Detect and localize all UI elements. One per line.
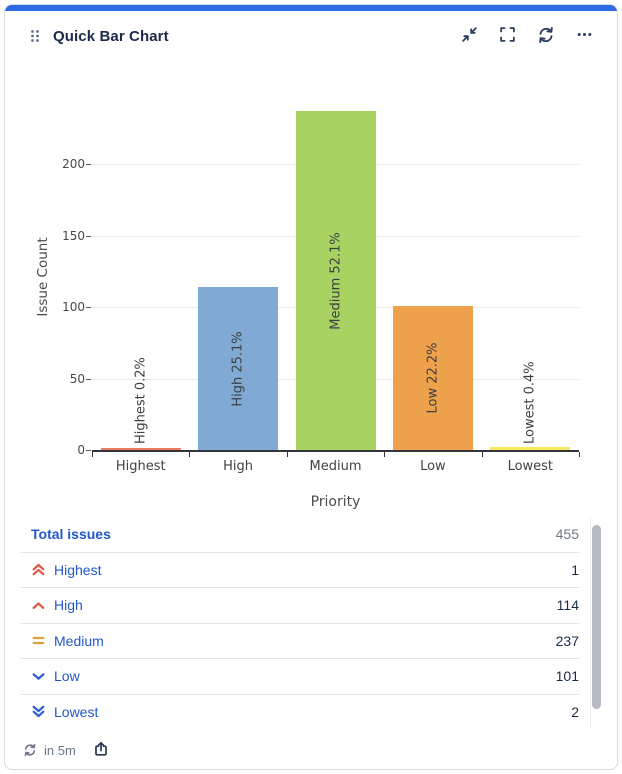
y-tick-label: 50 (69, 371, 85, 386)
priority-count: 114 (556, 597, 579, 614)
priority-count: 2 (571, 703, 579, 720)
gadget-header: Quick Bar Chart (5, 11, 617, 61)
table-row-high: High 114 (21, 588, 579, 624)
table-scrollbar-thumb[interactable] (592, 525, 601, 709)
more-options-button[interactable] (576, 26, 593, 46)
priority-link-high[interactable]: High (31, 597, 83, 613)
more-options-icon (576, 26, 593, 46)
card-accent-bar (5, 5, 617, 11)
priority-label: Lowest (54, 703, 99, 720)
x-axis-label: High (223, 459, 254, 474)
priority-count: 101 (555, 668, 579, 685)
priority-low-icon (31, 669, 46, 684)
x-tick-mark (92, 452, 93, 457)
priority-label: High (54, 597, 83, 614)
priority-label: Low (54, 668, 80, 685)
priority-lowest-icon (31, 704, 46, 719)
bar-medium[interactable] (295, 111, 376, 450)
x-axis-label: Highest (115, 459, 166, 474)
priority-link-highest[interactable]: Highest (31, 562, 101, 578)
y-axis-title: Issue Count (35, 237, 51, 317)
y-tick-mark (86, 307, 91, 308)
bar-low[interactable] (392, 306, 473, 450)
drag-handle-icon[interactable] (29, 28, 41, 44)
priority-link-low[interactable]: Low (31, 668, 80, 684)
table-row-total: Total issues 455 (21, 517, 579, 553)
bar-value-label: Highest 0.2% (133, 357, 149, 444)
y-tick-label: 100 (62, 300, 85, 314)
priority-high-icon (31, 598, 46, 613)
bar-chart: 0 50 100 150 200 Highest 0.2% High 25.1% Medium… (5, 61, 617, 517)
x-tick-mark (286, 452, 288, 457)
priority-label: Highest (54, 561, 102, 578)
gadget-title: Quick Bar Chart (53, 27, 169, 45)
bar-value-label: High 25.1% (230, 330, 246, 407)
fullscreen-icon (499, 26, 516, 46)
y-tick-mark (86, 378, 91, 380)
bar-lowest[interactable] (490, 447, 571, 450)
refresh-button[interactable] (537, 26, 555, 47)
x-axis-title: Priority (310, 494, 361, 510)
table-row-low: Low 101 (21, 659, 579, 695)
x-tick-mark (481, 452, 483, 457)
gadget-card: Quick Bar Chart (4, 4, 618, 770)
priority-medium-icon (31, 633, 46, 648)
x-axis-line (92, 450, 579, 452)
header-actions (461, 26, 593, 47)
table-scrollbar-track (590, 517, 603, 729)
total-issues-label: Total issues (31, 526, 111, 543)
minimize-button[interactable] (461, 26, 478, 46)
y-tick-label: 200 (62, 157, 85, 171)
bar-highest[interactable] (100, 448, 181, 450)
priority-link-medium[interactable]: Medium (31, 633, 104, 649)
priority-label: Medium (54, 632, 104, 649)
x-tick-mark (189, 452, 191, 457)
y-tick-mark (86, 235, 91, 237)
table-row-highest: Highest 1 (21, 553, 579, 588)
priority-table: Total issues 455 Highest 1 (5, 517, 617, 730)
share-icon (93, 741, 109, 760)
x-axis-label: Medium (309, 459, 362, 474)
refresh-countdown-text: in 5m (44, 742, 76, 758)
bar-high[interactable] (198, 287, 279, 450)
x-axis-label: Lowest (507, 459, 554, 474)
refresh-countdown-icon[interactable] (23, 743, 37, 757)
refresh-icon (537, 26, 555, 47)
y-tick-mark (86, 450, 91, 451)
priority-count: 1 (571, 561, 579, 578)
priority-highest-icon (31, 562, 46, 577)
priority-count: 237 (555, 632, 579, 649)
total-issues-value: 455 (555, 526, 579, 543)
x-axis-label: Low (420, 459, 446, 474)
priority-link-lowest[interactable]: Lowest (31, 704, 98, 720)
y-tick-mark (86, 164, 91, 165)
fullscreen-button[interactable] (499, 26, 516, 46)
y-tick-label: 150 (62, 228, 85, 243)
x-tick-mark (579, 452, 580, 457)
minimize-icon (461, 26, 478, 46)
bar-value-label: Medium 52.1% (328, 231, 343, 330)
x-tick-mark (384, 452, 386, 457)
table-row-lowest: Lowest 2 (21, 695, 579, 730)
bar-value-label: Low 22.2% (425, 342, 441, 414)
share-button[interactable] (93, 741, 109, 760)
bar-value-label: Lowest 0.4% (522, 361, 538, 444)
y-tick-label: 0 (77, 443, 85, 457)
table-row-medium: Medium 237 (21, 624, 579, 659)
gadget-footer: in 5m (5, 729, 617, 769)
